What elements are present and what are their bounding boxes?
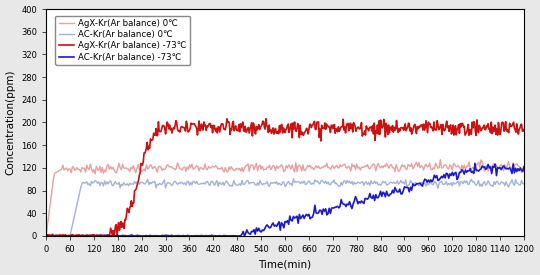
AC-Kr(Ar balance) 0℃ [306,179,312,183]
AC-Kr(Ar balance) -73℃ [521,165,527,169]
Legend: AgX-Kr(Ar balance) 0℃, AC-Kr(Ar balance) 0℃, AgX-Kr(Ar balance) -73℃, AC-Kr(Ar b: AgX-Kr(Ar balance) 0℃, AC-Kr(Ar balance)… [55,16,190,65]
Line: AC-Kr(Ar balance) -73℃: AC-Kr(Ar balance) -73℃ [46,163,524,236]
Line: AgX-Kr(Ar balance) -73℃: AgX-Kr(Ar balance) -73℃ [46,119,524,236]
AC-Kr(Ar balance) -73℃ [283,221,289,224]
AC-Kr(Ar balance) 0℃ [521,182,527,186]
Y-axis label: Concentration(ppm): Concentration(ppm) [5,70,16,175]
AC-Kr(Ar balance) 0℃ [215,185,221,188]
AC-Kr(Ar balance) -73℃ [472,162,478,165]
AgX-Kr(Ar balance) 0℃ [393,163,400,166]
AgX-Kr(Ar balance) -73℃ [521,128,527,131]
AgX-Kr(Ar balance) 0℃ [305,164,311,167]
AgX-Kr(Ar balance) 0℃ [437,158,443,161]
AC-Kr(Ar balance) 0℃ [43,234,49,238]
AC-Kr(Ar balance) 0℃ [394,179,401,183]
AgX-Kr(Ar balance) -73℃ [74,234,80,237]
AgX-Kr(Ar balance) 0℃ [348,170,354,173]
AC-Kr(Ar balance) 0℃ [290,177,296,180]
AC-Kr(Ar balance) -73℃ [105,234,111,237]
AgX-Kr(Ar balance) -73℃ [43,234,49,237]
AgX-Kr(Ar balance) -73℃ [425,120,431,124]
X-axis label: Time(min): Time(min) [259,259,312,270]
AgX-Kr(Ar balance) 0℃ [521,164,527,167]
AC-Kr(Ar balance) 0℃ [105,182,111,186]
AgX-Kr(Ar balance) -73℃ [133,187,139,191]
AC-Kr(Ar balance) 0℃ [349,180,355,183]
AC-Kr(Ar balance) -73℃ [348,204,354,207]
Line: AC-Kr(Ar balance) 0℃: AC-Kr(Ar balance) 0℃ [46,179,524,236]
AgX-Kr(Ar balance) 0℃ [283,164,289,167]
AgX-Kr(Ar balance) -73℃ [262,117,269,120]
AC-Kr(Ar balance) 0℃ [283,183,289,187]
AgX-Kr(Ar balance) 0℃ [43,234,49,238]
AgX-Kr(Ar balance) -73℃ [490,130,497,133]
AgX-Kr(Ar balance) 0℃ [215,167,221,171]
Line: AgX-Kr(Ar balance) 0℃: AgX-Kr(Ar balance) 0℃ [46,160,524,236]
AC-Kr(Ar balance) -73℃ [393,188,400,192]
AgX-Kr(Ar balance) 0℃ [105,163,111,166]
AgX-Kr(Ar balance) -73℃ [507,124,514,127]
AC-Kr(Ar balance) -73℃ [215,234,221,238]
AgX-Kr(Ar balance) -73℃ [52,234,58,238]
AgX-Kr(Ar balance) -73℃ [201,124,208,127]
AC-Kr(Ar balance) -73℃ [305,214,311,218]
AC-Kr(Ar balance) -73℃ [43,234,49,238]
